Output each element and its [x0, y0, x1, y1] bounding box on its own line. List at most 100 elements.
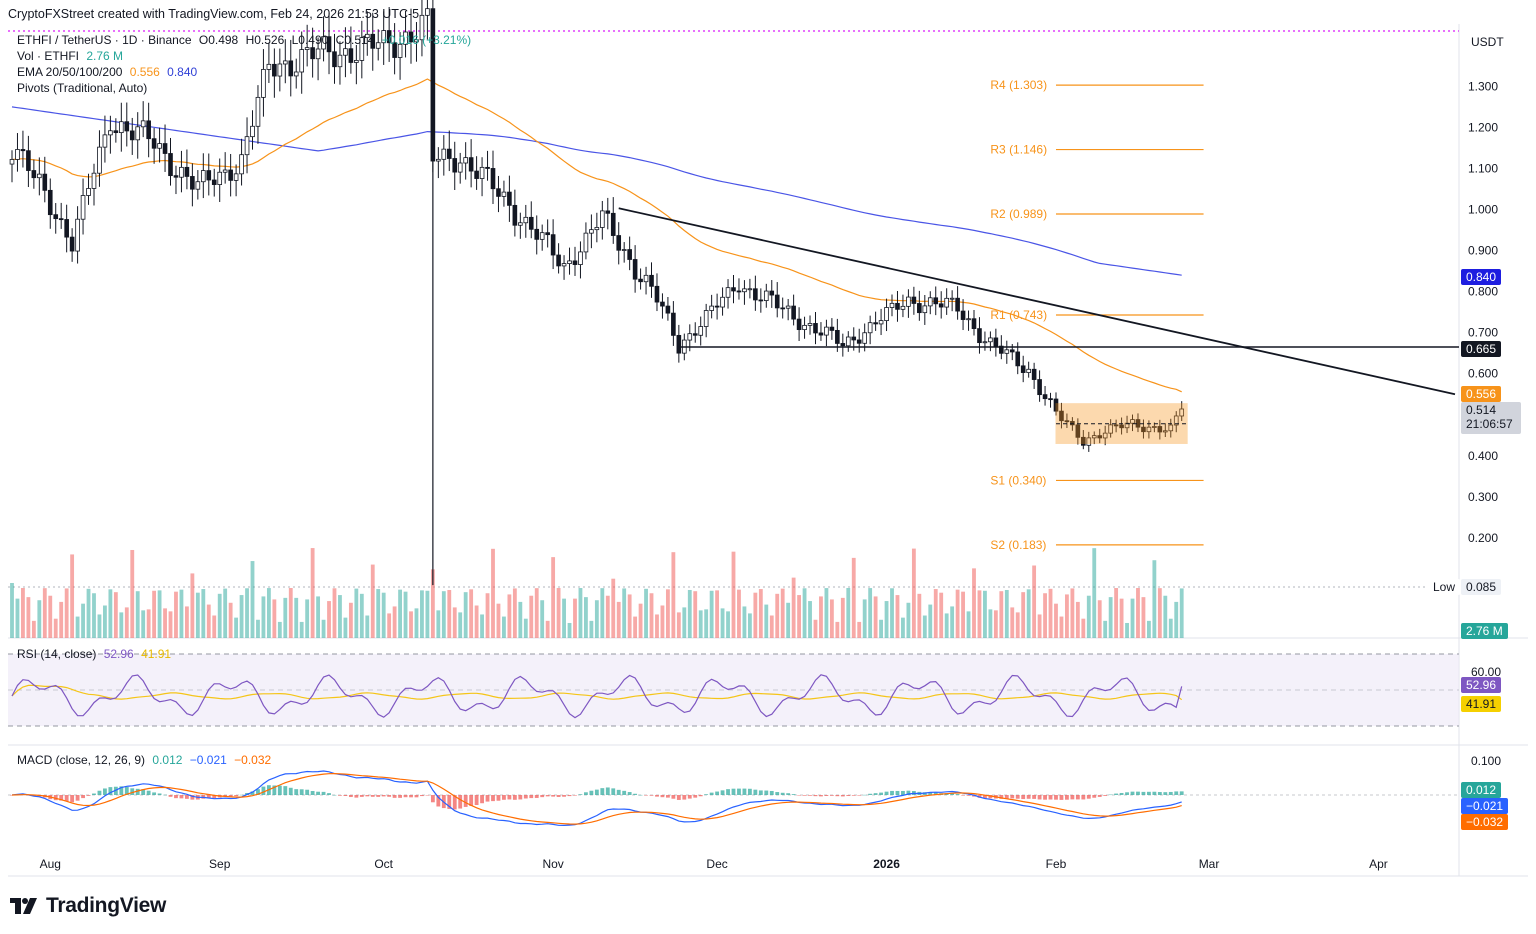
- time-tick: Feb: [1046, 857, 1067, 871]
- candle-body: [982, 341, 988, 344]
- volume-legend[interactable]: Vol · ETHFI 2.76 M: [17, 49, 127, 63]
- volume-bar: [201, 589, 206, 638]
- macd-hist-bar: [1048, 795, 1053, 800]
- volume-bar: [365, 615, 370, 638]
- macd-signal-value: −0.032: [234, 753, 272, 767]
- macd-hist-bar: [747, 788, 752, 795]
- volume-bar: [414, 608, 419, 638]
- candle-body: [1004, 349, 1010, 354]
- candle-body: [889, 302, 895, 308]
- candle-body: [703, 310, 709, 327]
- volume-bar: [813, 619, 818, 638]
- rsi-legend[interactable]: RSI (14, close) 52.96 41.91: [17, 647, 175, 661]
- candle-body: [272, 63, 277, 77]
- symbol-legend[interactable]: ETHFI / TetherUS · 1D · Binance O0.498 H…: [17, 33, 475, 47]
- candle-body: [375, 42, 381, 49]
- price-tick: 1.200: [1468, 120, 1498, 134]
- candle-body: [97, 146, 102, 174]
- candle-body: [796, 318, 802, 331]
- candle-body: [348, 48, 354, 63]
- candle-body: [80, 195, 86, 220]
- volume-bar: [1075, 601, 1080, 638]
- volume-bar: [283, 597, 288, 638]
- volume-bar: [1010, 607, 1015, 638]
- volume-bar: [709, 590, 714, 638]
- candle-body: [261, 69, 266, 98]
- macd-hist-bar: [857, 795, 862, 796]
- macd-hist-bar: [53, 795, 58, 801]
- macd-hist-bar: [179, 795, 184, 799]
- macd-hist-bar: [294, 789, 299, 795]
- macd-hist-bar: [469, 795, 474, 806]
- candle-body: [829, 326, 835, 331]
- macd-hist-bar: [10, 795, 14, 796]
- macd-hist-bar: [507, 795, 512, 800]
- macd-hist-bar: [846, 795, 851, 796]
- volume-bar: [108, 589, 113, 638]
- volume-bar: [272, 599, 277, 638]
- currency-label: USDT: [1471, 35, 1504, 49]
- candle-body: [293, 71, 299, 77]
- candle-body: [485, 166, 490, 169]
- macd-hist-bar: [704, 794, 709, 795]
- ema-legend[interactable]: EMA 20/50/100/200 0.556 0.840: [17, 65, 201, 79]
- macd-hist-bar: [239, 794, 244, 796]
- macd-hist-bar: [502, 795, 506, 800]
- candle-body: [698, 326, 704, 336]
- candle-body: [490, 168, 496, 190]
- price-tick: 0.200: [1468, 531, 1498, 545]
- volume-bar: [480, 614, 484, 638]
- volume-bar: [611, 578, 616, 638]
- volume-bar: [1086, 595, 1091, 638]
- candle-body: [763, 290, 769, 301]
- candle-body: [709, 305, 714, 311]
- tradingview-logo[interactable]: TradingView: [10, 894, 166, 918]
- macd-lines: [10, 770, 1184, 827]
- candle-body: [878, 320, 884, 325]
- volume-bar: [758, 589, 763, 638]
- price-tick: 0.400: [1468, 449, 1498, 463]
- macd-hist-bar: [1168, 791, 1173, 795]
- volume-bar: [234, 617, 239, 638]
- candle-body: [1168, 424, 1174, 432]
- macd-hist-bar: [283, 786, 288, 795]
- macd-hist-bar: [491, 795, 495, 802]
- rsi-ma-tag: 41.91: [1461, 696, 1502, 712]
- macd-hist-bar: [529, 795, 534, 799]
- macd-hist-bar: [644, 795, 648, 796]
- candle-body: [310, 47, 315, 60]
- candle-body: [649, 274, 654, 287]
- candle-body: [1048, 398, 1053, 401]
- pivot-label-r1: R1 (0.743): [990, 308, 1047, 322]
- candle-body: [966, 318, 971, 321]
- volume-bar: [1174, 601, 1179, 638]
- volume-label: Vol · ETHFI: [17, 49, 80, 63]
- volume-bar: [753, 592, 758, 638]
- volume-bar: [966, 611, 971, 638]
- macd-hist-bar: [676, 795, 681, 800]
- candle-body: [589, 229, 594, 234]
- pivots-legend[interactable]: Pivots (Traditional, Auto): [17, 81, 151, 95]
- candle-body: [561, 263, 567, 267]
- macd-hist-bar: [392, 795, 397, 798]
- macd-hist-bar: [758, 790, 763, 795]
- candle-body: [1113, 424, 1119, 427]
- candle-body: [507, 191, 512, 206]
- candle-body: [354, 60, 359, 63]
- macd-hist-bar: [316, 791, 321, 795]
- ema-200-tag: 0.840: [1461, 269, 1502, 285]
- price-tick: 1.100: [1468, 161, 1498, 175]
- macd-hist-bar: [1097, 795, 1102, 797]
- candle-body: [813, 323, 818, 334]
- volume-bar: [10, 583, 14, 638]
- volume-bar: [26, 597, 31, 638]
- candle-body: [1075, 424, 1081, 438]
- macd-hist-bar: [715, 791, 720, 795]
- candle-body: [446, 148, 452, 159]
- macd-hist-bar: [409, 795, 413, 798]
- macd-signal-tag: −0.032: [1461, 814, 1509, 830]
- volume-bar: [868, 588, 873, 638]
- candle-body: [157, 143, 162, 149]
- macd-legend[interactable]: MACD (close, 12, 26, 9) 0.012 −0.021 −0.…: [17, 753, 275, 767]
